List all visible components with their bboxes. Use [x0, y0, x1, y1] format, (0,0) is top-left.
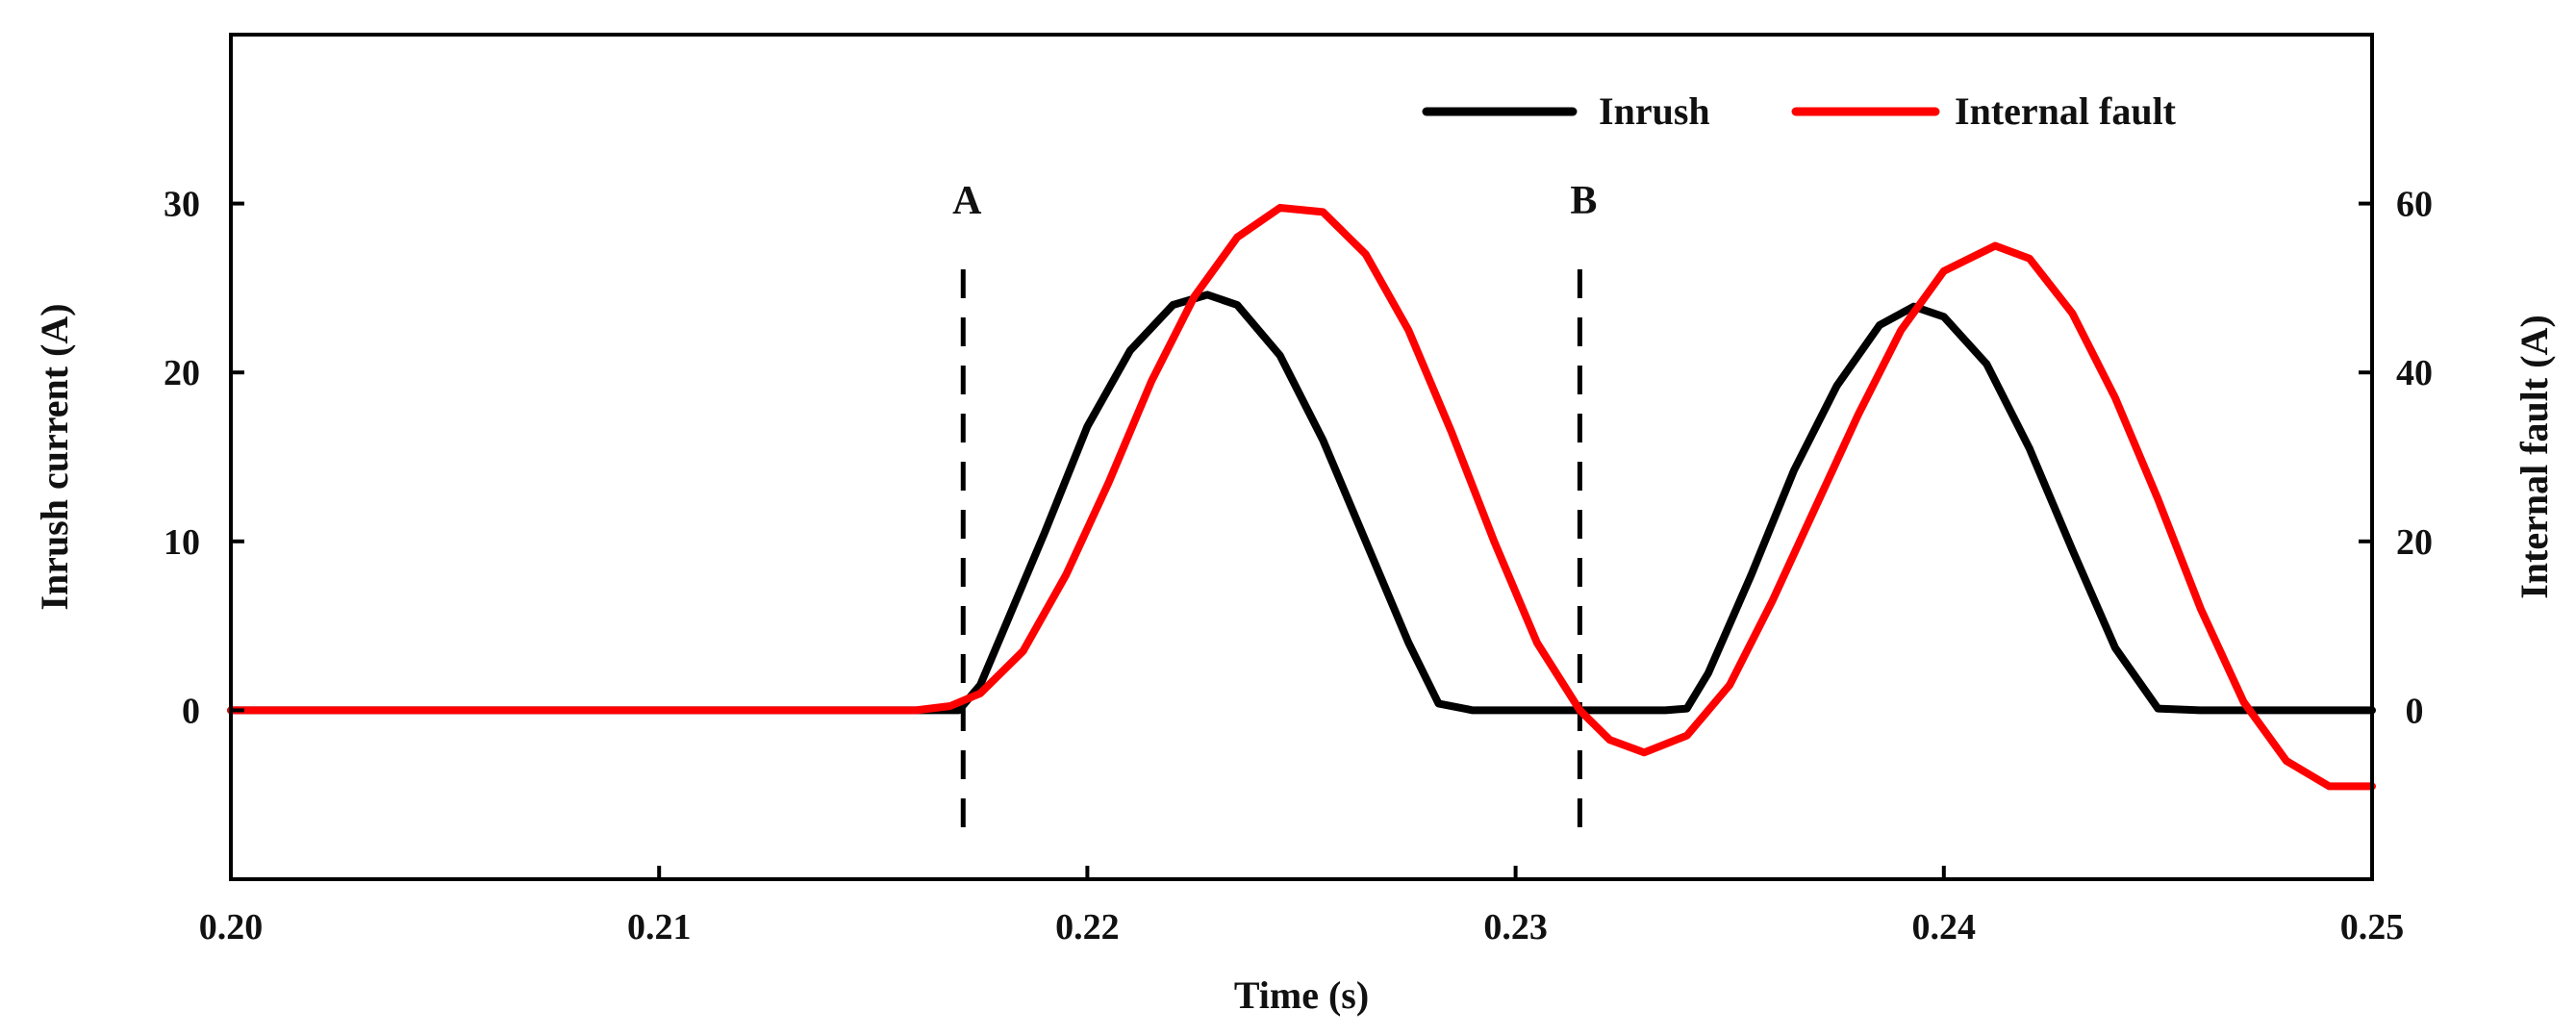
x-tick-label: 0.20 [199, 907, 264, 948]
x-tick-label: 0.21 [627, 907, 692, 948]
x-tick-label: 0.23 [1483, 907, 1548, 948]
y-right-tick-label: 20 [2396, 522, 2433, 563]
y-right-tick-label: 0 [2406, 691, 2424, 731]
series-line-inrush [227, 291, 2376, 715]
y-right-axis-ticks: 0 20 40 60 [2359, 185, 2433, 731]
y-left-axis-title: Inrush current (A) [33, 303, 76, 610]
y-left-tick-label: 30 [164, 185, 200, 225]
legend: Inrush Internal fault [1422, 89, 2177, 133]
x-tick-label: 0.25 [2340, 907, 2405, 948]
y-left-axis-ticks: 0 10 20 30 [164, 185, 244, 731]
x-tick-label: 0.24 [1912, 907, 1977, 948]
legend-label-inrush: Inrush [1599, 89, 1710, 133]
legend-label-internal-fault: Internal fault [1955, 89, 2177, 133]
marker-label-a: A [952, 179, 982, 223]
x-axis-ticks: 0.20 0.21 0.22 0.23 0.24 0.25 [199, 866, 2405, 948]
y-left-tick-label: 10 [164, 522, 200, 563]
y-left-tick-label: 0 [182, 691, 200, 731]
y-right-tick-label: 60 [2396, 185, 2433, 225]
series-layer [227, 204, 2376, 791]
plot-frame [229, 33, 2374, 881]
y-right-tick-label: 40 [2396, 353, 2433, 393]
marker-label-b: B [1570, 179, 1597, 223]
y-right-axis-title: Internal fault (A) [2513, 315, 2556, 599]
y-left-tick-label: 20 [164, 353, 200, 393]
x-tick-label: 0.22 [1055, 907, 1120, 948]
x-axis-title: Time (s) [1234, 973, 1369, 1017]
series-line-internal-fault [227, 204, 2376, 791]
